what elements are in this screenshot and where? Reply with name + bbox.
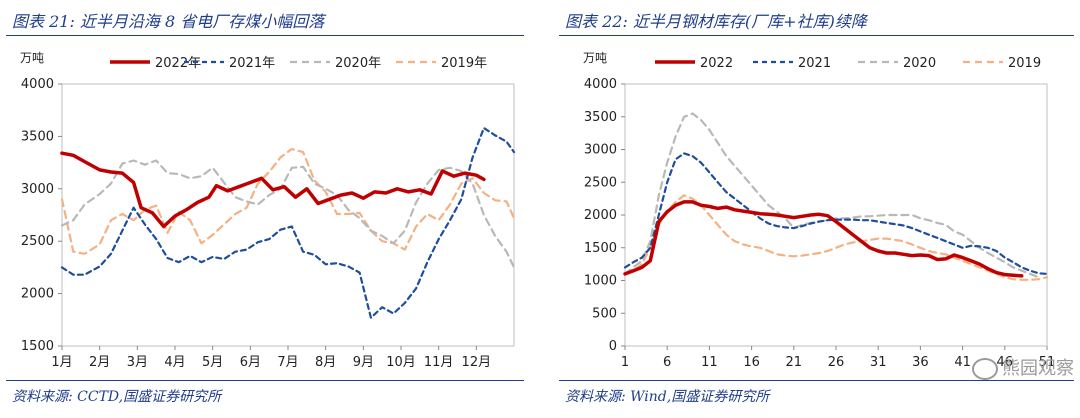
x-tick-label: 11 [701, 355, 718, 370]
y-tick-label: 3500 [21, 129, 54, 144]
x-tick-label: 5月 [202, 355, 223, 370]
y-tick-label: 4000 [21, 77, 54, 92]
x-tick-label: 12月 [462, 355, 492, 370]
x-tick-label: 4月 [164, 355, 185, 370]
source-note: 资料来源: CCTD,国盛证券研究所 [12, 389, 222, 405]
coal-inventory-panel: 图表 21: 近半月沿海 8 省电厂存煤小幅回落 1500 2000 2500 300… [0, 0, 530, 418]
x-tick-label: 36 [912, 355, 929, 370]
y-tick-label: 2000 [21, 287, 54, 302]
divider [6, 35, 524, 36]
series-line-2019 [623, 194, 1049, 281]
legend-label: 2021 [798, 56, 831, 71]
source-note: 资料来源: Wind,国盛证券研究所 [565, 389, 770, 405]
x-tick-label: 41 [954, 355, 971, 370]
series-line-2020 [60, 159, 516, 269]
x-tick-label: 1 [621, 355, 629, 370]
y-tick-label: 3000 [21, 182, 54, 197]
legend-label: 2020 [903, 56, 936, 71]
y-axis-unit: 万吨 [20, 51, 44, 65]
series-line-2021 [60, 126, 516, 319]
x-tick-label: 11月 [424, 355, 454, 370]
x-tick-label: 6月 [240, 355, 261, 370]
y-tick-label: 1500 [21, 339, 54, 354]
y-tick-label: 2000 [584, 208, 617, 223]
x-tick-label: 46 [997, 355, 1014, 370]
divider [559, 35, 1074, 36]
x-tick-label: 1月 [51, 355, 72, 370]
wechat-icon [972, 358, 998, 380]
series-line-2021 [623, 152, 1049, 275]
x-tick-label: 8月 [315, 355, 336, 370]
y-tick-label: 500 [592, 306, 617, 321]
legend-label: 2021年 [229, 56, 275, 71]
plot-frame [624, 83, 1048, 347]
x-tick-label: 31 [870, 355, 887, 370]
y-tick-label: 3500 [584, 110, 617, 125]
x-tick-label: 51 [1039, 355, 1056, 370]
legend-label: 2022 [700, 56, 733, 71]
divider [6, 380, 524, 381]
x-tick-label: 9月 [353, 355, 374, 370]
y-tick-label: 2500 [21, 234, 54, 249]
series-line-2022 [60, 151, 486, 229]
x-tick-label: 26 [828, 355, 845, 370]
x-tick-label: 21 [786, 355, 803, 370]
series-line-2019 [60, 147, 516, 255]
series-line-2022 [623, 200, 1024, 278]
chart-title: 图表 21: 近半月沿海 8 省电厂存煤小幅回落 [12, 12, 325, 31]
x-tick-label: 16 [743, 355, 760, 370]
legend-label: 2019 [1008, 56, 1041, 71]
y-tick-label: 1500 [584, 241, 617, 256]
x-tick-label: 2月 [89, 355, 110, 370]
x-tick-label: 7月 [277, 355, 298, 370]
y-axis-unit: 万吨 [583, 51, 607, 65]
divider [559, 380, 1074, 381]
y-tick-label: 3000 [584, 143, 617, 158]
coal-inventory-chart: 1500 2000 2500 3000 3500 4000 万吨 1月 2月 3月 4月 5月 6月 7月… [20, 51, 516, 370]
legend-label: 2020年 [335, 56, 381, 71]
y-tick-label: 0 [609, 339, 617, 354]
legend-label: 2022年 [155, 56, 201, 71]
steel-inventory-panel: 图表 22: 近半月钢材库存(厂库+社库)续降 0 500 1000 1500 2000… [553, 0, 1080, 418]
y-tick-label: 2500 [584, 175, 617, 190]
watermark-text: 熊园观察 [1002, 358, 1074, 379]
x-tick-label: 10月 [386, 355, 416, 370]
legend-label: 2019年 [441, 56, 487, 71]
watermark: 熊园观察 [972, 354, 1074, 380]
series-line-2020 [623, 112, 1040, 279]
x-tick-label: 3月 [127, 355, 148, 370]
x-tick-label: 6 [663, 355, 671, 370]
y-tick-label: 1000 [584, 274, 617, 289]
chart-title: 图表 22: 近半月钢材库存(厂库+社库)续降 [565, 12, 867, 31]
y-tick-label: 4000 [584, 77, 617, 92]
